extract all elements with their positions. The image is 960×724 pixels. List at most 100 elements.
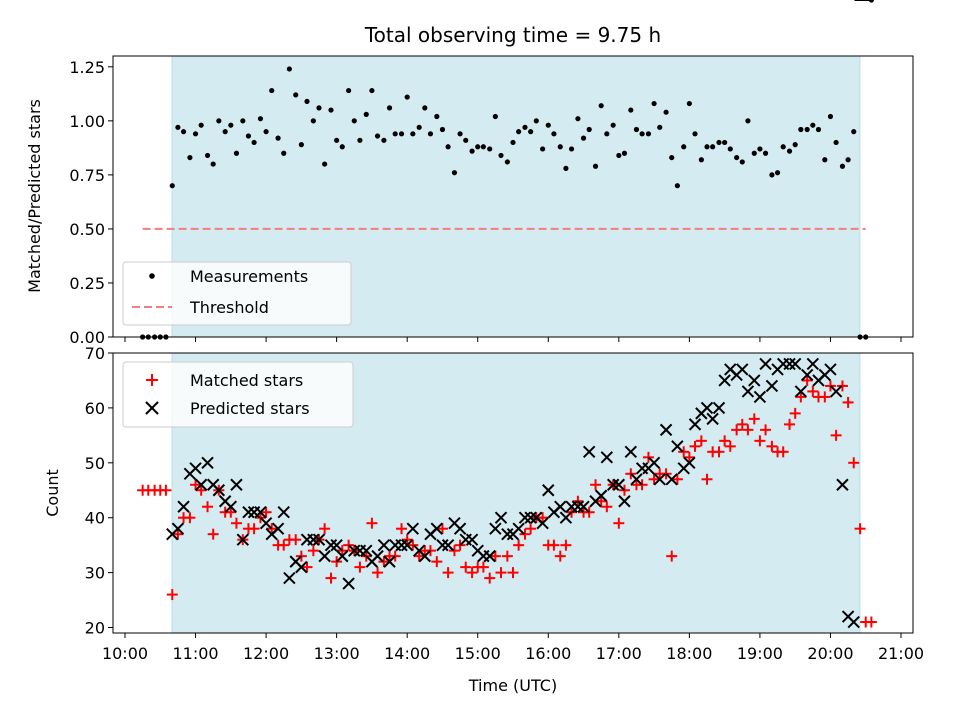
predicted-stars-point: [688, 418, 702, 431]
matched-stars-point: [448, 545, 460, 557]
measurement-point: [180, 129, 187, 135]
matched-stars-point: [442, 567, 454, 579]
x-tick-label: 19:00: [737, 644, 783, 663]
predicted-stars-point: [753, 390, 767, 404]
measurement-point: [780, 144, 786, 150]
predicted-stars-point: [312, 533, 326, 546]
matched-stars-point: [290, 534, 302, 546]
measurement-point: [810, 122, 816, 128]
measurement-point: [269, 87, 275, 94]
measurement-point: [827, 113, 834, 120]
measurement-point: [674, 183, 680, 189]
predicted-stars-point: [501, 527, 514, 541]
matched-stars-point: [207, 528, 219, 540]
matched-stars-point: [396, 523, 408, 535]
predicted-stars-point: [700, 401, 714, 415]
matched-stars-point: [454, 539, 466, 551]
measurement-point: [386, 105, 393, 111]
matched-stars-point: [789, 407, 801, 419]
matched-stars-point: [477, 561, 489, 573]
measurement-point: [621, 150, 628, 156]
predicted-stars-point: [542, 484, 555, 497]
matched-stars-point: [848, 457, 860, 469]
matched-stars-point: [865, 616, 877, 628]
predicted-stars-point: [177, 500, 190, 513]
matched-stars-point: [460, 561, 472, 573]
measurement-point: [798, 126, 804, 133]
predicted-stars-point: [283, 571, 296, 585]
measurement-point: [351, 118, 357, 124]
x-tick-label: 18:00: [666, 644, 712, 663]
measurement-point: [416, 124, 422, 130]
predicted-stars-point: [794, 385, 808, 398]
measurement-point: [192, 131, 199, 137]
measurement-point: [210, 161, 216, 167]
predicted-stars-point: [759, 357, 772, 371]
predicted-stars-point: [277, 506, 290, 519]
measurement-point: [739, 159, 745, 165]
matched-stars-point: [836, 380, 848, 392]
matched-stars-point: [195, 484, 207, 496]
predicted-stars-point: [236, 533, 250, 546]
predicted-stars-point: [829, 385, 843, 398]
measurement-point: [545, 122, 551, 128]
x-axis-label: Time (UTC): [468, 676, 557, 695]
predicted-stars-point: [171, 522, 185, 535]
matched-stars-point: [824, 380, 836, 392]
measurement-point: [575, 116, 581, 122]
measurement-point: [293, 92, 299, 98]
measurement-point: [833, 139, 839, 146]
matched-stars-point: [190, 479, 202, 491]
measurement-point: [398, 131, 405, 137]
top-x-ticks: [124, 337, 902, 342]
measurement-point: [310, 118, 316, 124]
measurement-point: [669, 154, 675, 161]
predicted-stars-point: [224, 500, 238, 513]
bottom-legend: Matched stars Predicted stars: [122, 361, 354, 428]
matched-stars-point: [636, 479, 648, 491]
predicted-stars-point: [624, 445, 638, 459]
measurement-point: [786, 148, 793, 154]
measurement-point: [533, 118, 539, 124]
measurement-point: [498, 152, 504, 159]
top-plot-frame: [112, 55, 914, 338]
matched-stars-point: [731, 424, 743, 436]
measurement-point: [216, 118, 222, 124]
predicted-stars-point: [847, 615, 860, 629]
matched-stars-point: [489, 550, 501, 562]
matched-stars-point: [678, 446, 690, 458]
measurement-point: [251, 139, 257, 146]
measurement-point: [651, 100, 657, 107]
matched-stars-point: [372, 567, 384, 579]
y-tick-label: 50: [85, 454, 105, 473]
predicted-stars-point: [659, 423, 673, 437]
matched-stars-point: [248, 523, 260, 535]
predicted-stars-point: [741, 385, 755, 398]
y-tick-label: 1.25: [69, 58, 105, 77]
matched-stars-point: [501, 550, 513, 562]
predicted-stars-point: [489, 522, 502, 535]
matched-stars-point: [525, 523, 537, 535]
predicted-stars-point: [307, 533, 320, 546]
measurement-point: [563, 165, 569, 171]
matched-stars-point: [625, 468, 637, 480]
matched-stars-point: [736, 418, 748, 430]
matched-stars-point: [742, 424, 754, 436]
y-tick-label: 1.00: [69, 112, 105, 131]
measurement-point: [586, 126, 592, 133]
measurement-point: [528, 129, 534, 135]
y-tick-label: 30: [85, 564, 105, 583]
predicted-stars-point: [824, 363, 837, 376]
predicted-stars-point: [318, 549, 331, 563]
matched-stars-point: [713, 446, 725, 458]
predicted-stars-point: [630, 473, 643, 486]
predicted-stars-point: [271, 522, 285, 535]
matched-stars-point: [401, 534, 413, 546]
measurement-point: [381, 137, 387, 143]
predicted-stars-point: [395, 538, 408, 552]
matched-stars-point: [354, 561, 366, 573]
measurement-point: [815, 126, 822, 133]
predicted-stars-point: [342, 577, 355, 590]
predicted-stars-point: [683, 456, 696, 470]
predicted-stars-point: [748, 374, 761, 387]
